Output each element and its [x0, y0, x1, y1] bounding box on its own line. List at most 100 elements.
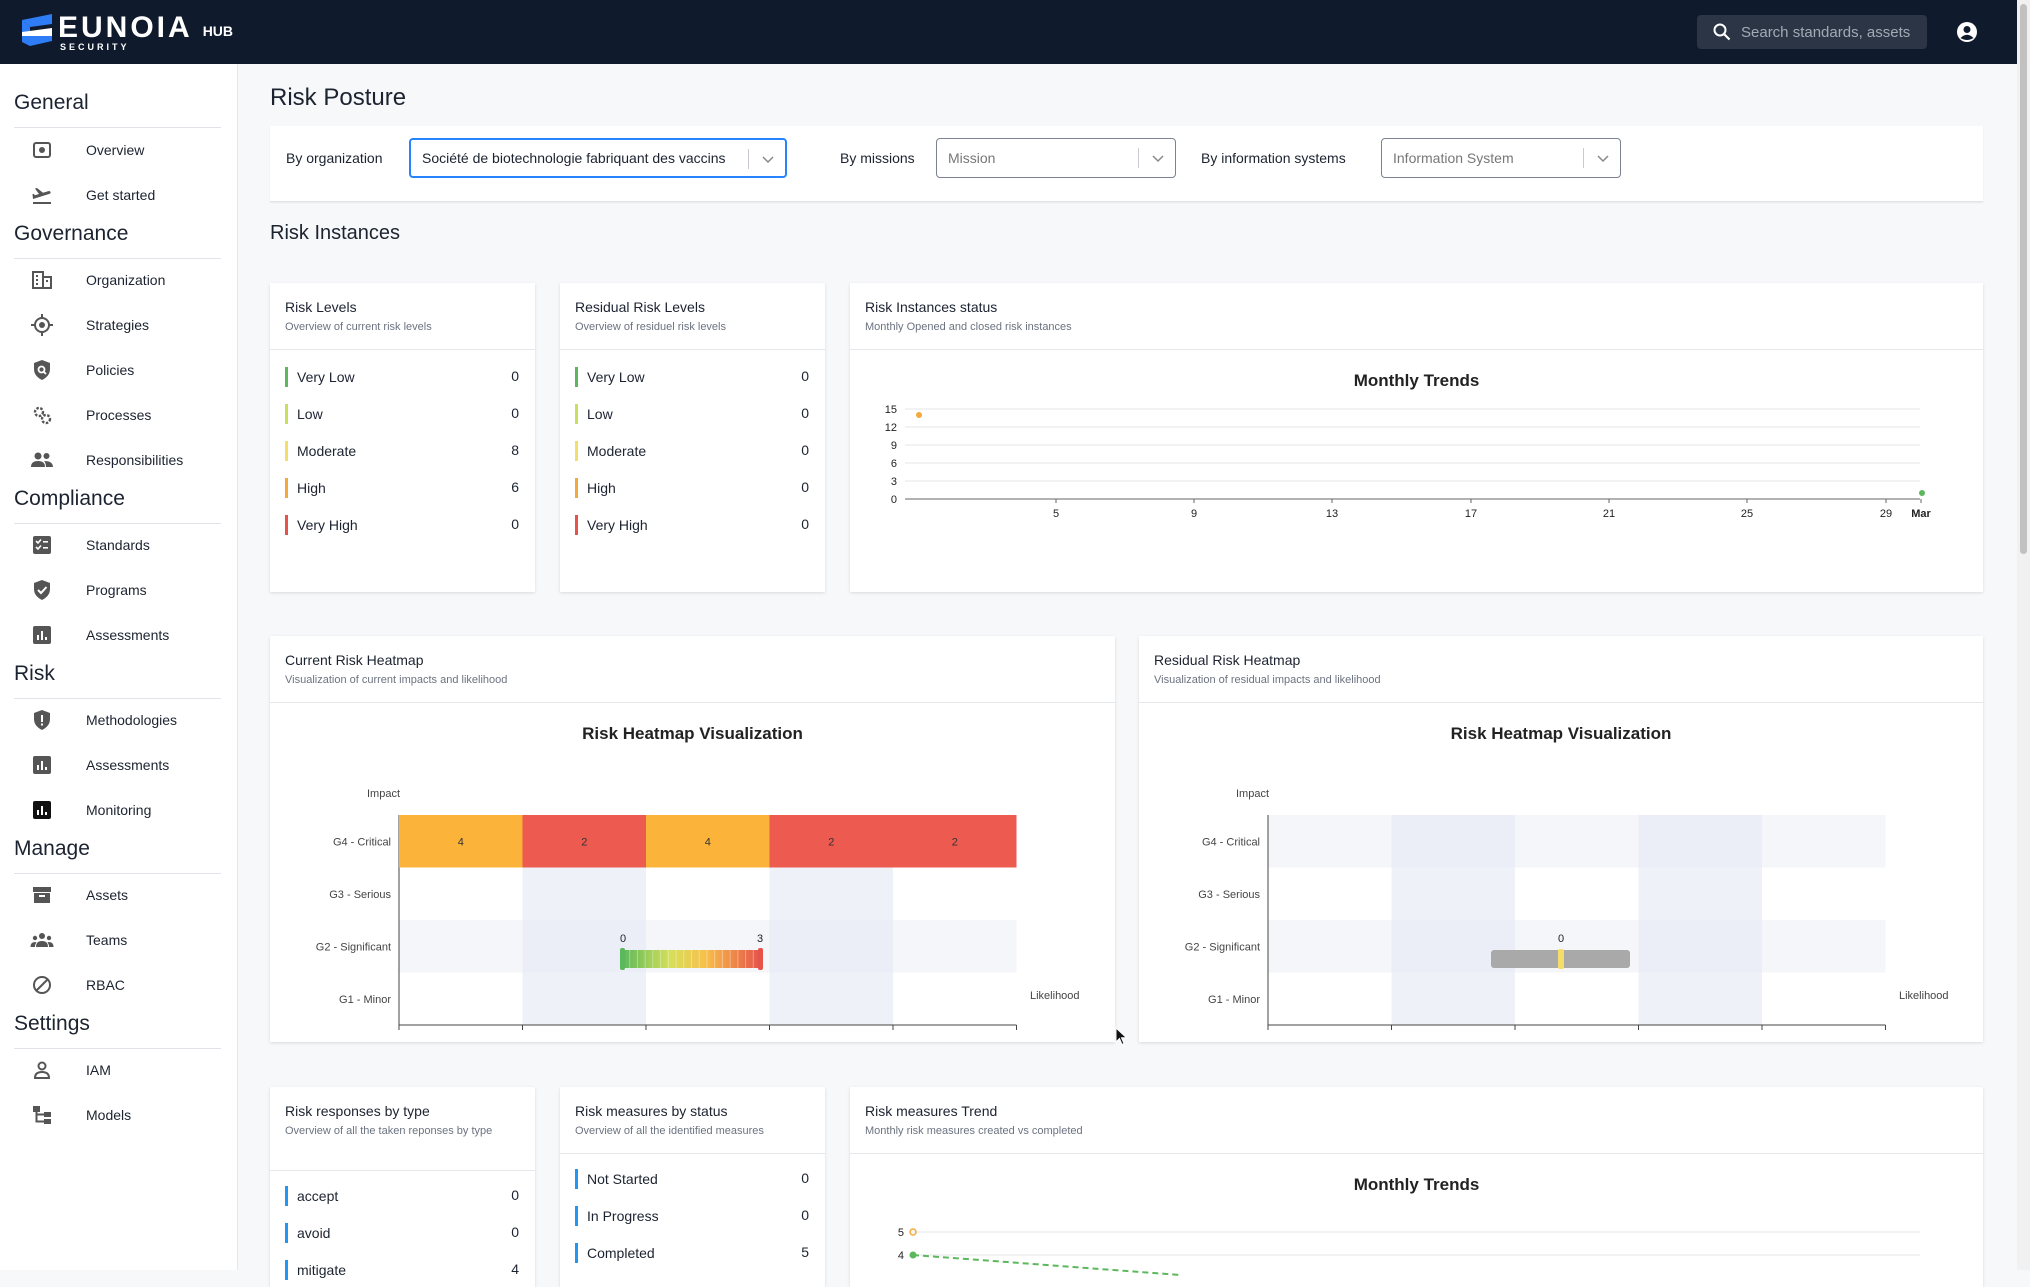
scroll-thumb[interactable]	[2020, 4, 2027, 554]
data-point	[909, 1251, 917, 1259]
list-item: Very High	[285, 514, 358, 536]
visual-map-handle	[620, 948, 625, 970]
building-icon	[32, 271, 52, 289]
risk-measures-status-card: Risk measures by status Overview of all …	[560, 1087, 825, 1287]
information-system-select-placeholder: Information System	[1393, 150, 1514, 166]
sidebar-item-strategies[interactable]: Strategies	[30, 310, 149, 340]
current-risk-heatmap[interactable]: Impact Likelihood G4 - Critical G3 - Seriou…	[270, 702, 1115, 1032]
page-scrollbar[interactable]	[2017, 0, 2030, 1270]
risk-levels-card: Risk Levels Overview of current risk lev…	[270, 283, 535, 592]
sidebar-item-risk-assessments[interactable]: Assessments	[30, 750, 169, 780]
visual-map-handle	[1558, 949, 1564, 969]
y-tick-label: 5	[898, 1227, 904, 1239]
sidebar-item-label: IAM	[86, 1062, 111, 1078]
sidebar-item-teams[interactable]: Teams	[30, 925, 127, 955]
card-title: Risk measures by status	[575, 1103, 728, 1119]
chevron-down-icon	[1152, 155, 1164, 163]
cell-value: 2	[828, 836, 834, 848]
card-subtitle: Overview of all the identified measures	[575, 1125, 764, 1137]
sidebar-item-label: RBAC	[86, 977, 125, 993]
y-axis-label: Impact	[1236, 788, 1269, 800]
x-tick-label: 9	[1191, 508, 1197, 520]
sidebar-item-label: Policies	[86, 362, 135, 378]
sidebar-item-models[interactable]: Models	[30, 1100, 131, 1130]
x-tick-label: 21	[1603, 508, 1615, 520]
level-count: 0	[511, 368, 519, 384]
search-box[interactable]	[1697, 15, 1927, 49]
cell-value: 2	[581, 836, 587, 848]
archive-icon	[33, 887, 51, 903]
y-tick-label: G4 - Critical	[333, 836, 391, 848]
list-item: Very High	[575, 514, 648, 536]
measures-trend-line-chart[interactable]: 45	[850, 1153, 1983, 1283]
residual-risk-levels-card: Residual Risk Levels Overview of residue…	[560, 283, 825, 592]
measure-count: 5	[801, 1244, 809, 1260]
sidebar-item-label: Assessments	[86, 757, 170, 773]
list-item: Low	[285, 403, 323, 425]
account-icon[interactable]	[1956, 21, 1978, 43]
search-input[interactable]	[1741, 23, 1921, 41]
eunoia-logo-icon	[22, 14, 52, 46]
organization-select[interactable]: Société de biotechnologie fabriquant des…	[409, 138, 787, 178]
x-tick-label: 17	[1465, 508, 1477, 520]
shield-search-icon	[34, 360, 50, 380]
y-tick-label: 4	[898, 1250, 904, 1262]
sidebar-section-general: General	[14, 91, 89, 114]
sidebar-item-label: Programs	[86, 582, 147, 598]
information-system-select[interactable]: Information System	[1381, 138, 1621, 178]
cell-value: 4	[458, 836, 464, 848]
sidebar-item-overview[interactable]: Overview	[30, 135, 144, 165]
sidebar-item-policies[interactable]: Policies	[30, 355, 134, 385]
heatmap-cell	[646, 815, 770, 868]
level-count: 0	[801, 405, 809, 421]
sidebar-item-methodologies[interactable]: Methodologies	[30, 705, 177, 735]
sidebar-section-compliance: Compliance	[14, 487, 125, 510]
risk-instances-title: Risk Instances	[270, 222, 401, 244]
risk-instances-status-card: Risk Instances status Monthly Opened and…	[850, 283, 1983, 592]
row-band	[1268, 815, 1886, 868]
sidebar-item-standards[interactable]: Standards	[30, 530, 150, 560]
gears-icon	[33, 406, 52, 425]
brand-sub: SECURITY	[60, 42, 130, 52]
sidebar-item-compliance-assessments[interactable]: Assessments	[30, 620, 169, 650]
residual-risk-heatmap[interactable]: Impact Likelihood G4 - Critical G3 - Seriou…	[1139, 702, 1983, 1032]
chart-title: Monthly Trends	[1353, 371, 1480, 390]
person-icon	[33, 1061, 51, 1079]
sidebar-item-programs[interactable]: Programs	[30, 575, 147, 605]
sidebar-item-processes[interactable]: Processes	[30, 400, 151, 430]
level-count: 0	[511, 516, 519, 532]
risk-status-line-chart[interactable]: 0 3 6 9 12 15 5 9 13 17 21 25 29 Mar	[850, 349, 1983, 589]
card-subtitle: Overview of current risk levels	[285, 321, 432, 333]
brand-logo[interactable]: EUNOIA SECURITY HUB	[22, 11, 234, 52]
sidebar-item-label: Methodologies	[86, 712, 178, 728]
mission-select[interactable]: Mission	[936, 138, 1176, 178]
sidebar-section-risk: Risk	[14, 662, 55, 685]
eye-icon	[33, 142, 51, 158]
list-item: accept	[285, 1185, 338, 1207]
sidebar-item-label: Responsibilities	[86, 452, 184, 468]
sidebar-section-settings: Settings	[14, 1012, 90, 1035]
page-title: Risk Posture	[270, 84, 407, 111]
list-item: Moderate	[575, 440, 646, 462]
shield-check-icon	[34, 580, 50, 600]
list-item: High	[575, 477, 616, 499]
y-tick-label: 3	[891, 476, 897, 488]
sidebar-item-assets[interactable]: Assets	[30, 880, 128, 910]
sidebar-item-organization[interactable]: Organization	[30, 265, 165, 295]
risk-measures-trend-card: Risk measures Trend Monthly risk measure…	[850, 1087, 1983, 1287]
sidebar-item-label: Teams	[86, 932, 128, 948]
sidebar-item-label: Processes	[86, 407, 152, 423]
brand-name: EUNOIA	[58, 11, 193, 44]
chart-title: Monthly Trends	[1353, 1175, 1480, 1194]
chevron-down-icon	[762, 156, 774, 164]
sidebar-item-iam[interactable]: IAM	[30, 1055, 111, 1085]
chevron-down-icon	[1597, 155, 1609, 163]
sidebar-item-responsibilities[interactable]: Responsibilities	[30, 445, 183, 475]
cell-value: 2	[952, 836, 958, 848]
heatmap-cell	[399, 815, 523, 868]
y-tick-label: G1 - Minor	[339, 994, 391, 1006]
sidebar-item-rbac[interactable]: RBAC	[30, 970, 125, 1000]
brand-hub: HUB	[202, 23, 234, 39]
sidebar-item-get-started[interactable]: Get started	[30, 180, 155, 210]
sidebar-item-monitoring[interactable]: Monitoring	[30, 795, 151, 825]
